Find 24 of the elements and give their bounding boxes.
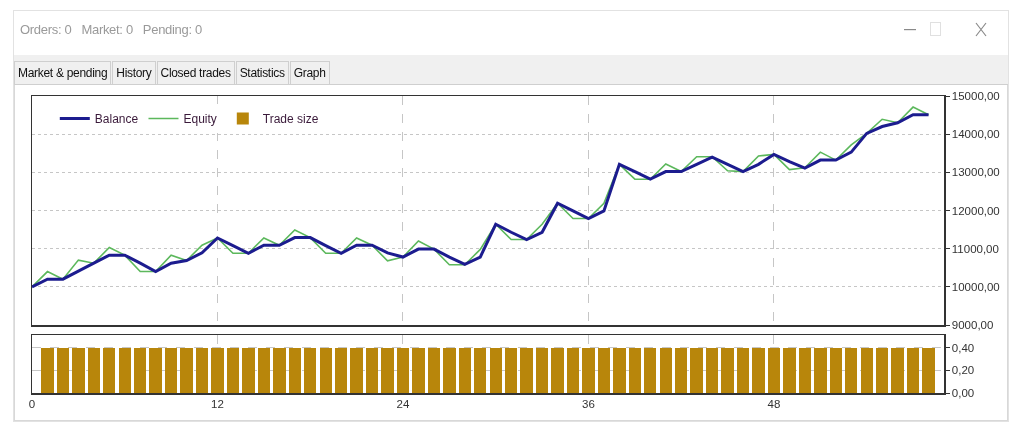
text: Closed trades	[156, 61, 235, 84]
x-tick-label: 36	[582, 398, 595, 411]
y-tick-label: 14000,00	[951, 128, 1000, 141]
legend-label: Trade size	[262, 112, 319, 127]
y-tick-label: 0,40	[951, 341, 975, 354]
chart-title: Orders: 0 Market: 0 Pending: 0	[20, 22, 203, 37]
text: History	[112, 61, 156, 84]
y-tick-label: 15000,00	[951, 90, 1000, 103]
y-tick-label: 13000,00	[951, 166, 1000, 179]
text: Market & pending	[14, 61, 112, 84]
y-tick-label: 10000,00	[951, 280, 1000, 293]
y-tick-label: 0,00	[951, 387, 975, 400]
x-tick-label: 24	[396, 398, 410, 411]
y-tick-label: 9000,00	[951, 319, 994, 332]
y-tick-label: 0,20	[951, 364, 975, 377]
x-tick-label: 12	[211, 398, 224, 411]
text: Statistics	[235, 61, 289, 84]
legend-label: Balance	[94, 112, 139, 127]
y-tick-label: 11000,00	[951, 242, 999, 255]
y-tick-label: 12000,00	[951, 204, 1000, 217]
x-tick-label: 0	[28, 398, 36, 411]
x-tick-label: 48	[767, 398, 781, 411]
text: Graph	[289, 61, 330, 84]
legend-label: Equity	[183, 112, 217, 127]
